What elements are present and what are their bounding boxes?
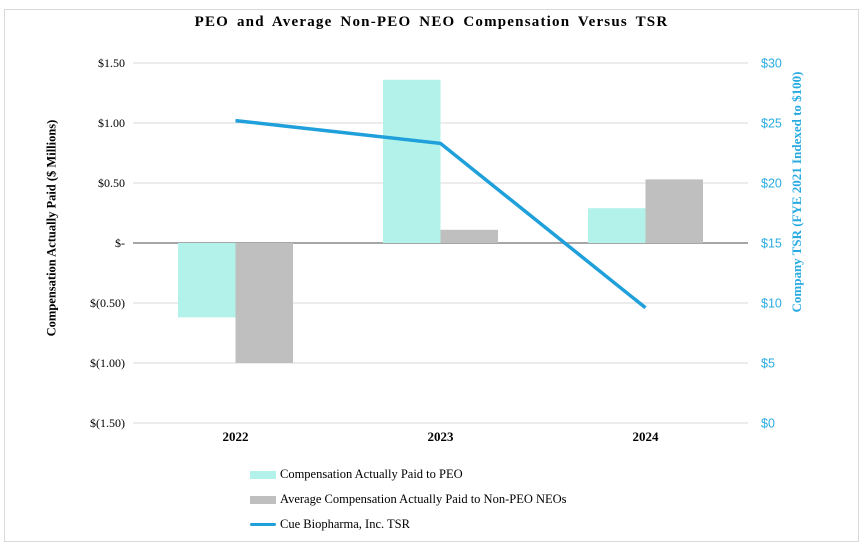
left-axis-tick-label: $- (115, 236, 125, 250)
right-axis-tick-label: $10 (761, 297, 782, 311)
legend: Compensation Actually Paid to PEO Averag… (250, 462, 567, 537)
tsr-line (235, 118, 647, 310)
bar-non-peo-2024 (645, 179, 703, 243)
left-axis-tick-label: $(0.50) (90, 296, 125, 310)
right-axis-tick-label: $20 (761, 177, 782, 191)
bar-peo-2023 (383, 79, 441, 243)
legend-swatch-peo (250, 470, 276, 479)
legend-label-tsr: Cue Biopharma, Inc. TSR (280, 517, 410, 531)
legend-swatch-non-peo (250, 495, 276, 504)
right-axis-tick-label: $0 (761, 417, 775, 431)
bar-non-peo-2022 (235, 243, 293, 363)
legend-swatch-tsr-line (250, 522, 276, 527)
left-axis-tick-label: $0.50 (98, 176, 125, 190)
legend-item-peo: Compensation Actually Paid to PEO (250, 462, 567, 487)
bar-non-peo-2023 (440, 229, 498, 243)
legend-label-peo: Compensation Actually Paid to PEO (280, 467, 463, 481)
legend-label-non-peo: Average Compensation Actually Paid to No… (280, 492, 567, 506)
left-axis-tick-label: $(1.50) (90, 416, 125, 430)
legend-item-non-peo: Average Compensation Actually Paid to No… (250, 487, 567, 512)
right-axis-tick-label: $15 (761, 237, 782, 251)
right-axis-tick-label: $5 (761, 357, 775, 371)
bar-peo-2024 (588, 208, 646, 243)
x-axis-label: 2023 (428, 429, 455, 444)
left-axis-tick-label: $(1.00) (90, 356, 125, 370)
legend-item-tsr: Cue Biopharma, Inc. TSR (250, 512, 567, 537)
x-axis-label: 2022 (223, 429, 249, 444)
right-axis-tick-label: $30 (761, 57, 782, 71)
chart-title: PEO and Average Non-PEO NEO Compensation… (194, 14, 669, 30)
right-axis-tick-label: $25 (761, 117, 782, 131)
x-axis-label: 2024 (633, 429, 660, 444)
left-axis-tick-label: $1.50 (98, 56, 125, 70)
left-axis-tick-label: $1.00 (98, 116, 125, 130)
bar-peo-2022 (178, 243, 236, 318)
